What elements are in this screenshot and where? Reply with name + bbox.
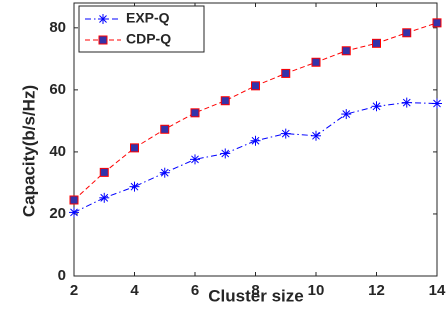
data-point <box>432 98 442 109</box>
data-point <box>341 109 352 120</box>
y-tick-label: 0 <box>58 267 66 284</box>
data-point <box>281 68 291 78</box>
data-point <box>129 181 140 192</box>
data-point <box>220 148 231 159</box>
axes: 2 4 6 8 10 12 14 0 20 40 60 80 <box>49 2 446 299</box>
legend: EXP-Q CDP-Q <box>78 5 205 53</box>
data-point <box>432 18 442 28</box>
data-point <box>99 167 109 177</box>
x-tick-label: 4 <box>130 282 139 299</box>
data-point <box>341 46 351 56</box>
data-point <box>311 57 321 67</box>
data-point <box>220 96 230 106</box>
data-point <box>250 135 261 146</box>
data-point <box>280 128 291 139</box>
data-point <box>402 28 412 38</box>
x-tick-label: 8 <box>251 282 259 299</box>
y-tick-label: 60 <box>49 81 66 98</box>
data-point <box>372 38 381 48</box>
legend-label: CDP-Q <box>126 31 171 47</box>
y-tick-label: 40 <box>49 143 66 160</box>
data-point <box>130 143 139 153</box>
x-tick-label: 14 <box>429 282 446 299</box>
data-point <box>371 101 382 112</box>
series-exp-q <box>69 97 442 218</box>
data-point <box>160 124 170 134</box>
data-point <box>69 195 79 205</box>
data-point <box>251 81 260 91</box>
x-tick-label: 2 <box>70 282 78 299</box>
y-tick-label: 20 <box>49 205 66 222</box>
x-tick-label: 10 <box>308 282 325 299</box>
series-cdp-q <box>69 18 442 205</box>
legend-label: EXP-Q <box>126 10 170 26</box>
data-point <box>69 207 79 218</box>
data-point <box>311 130 321 141</box>
legend-entry: CDP-Q <box>85 31 171 47</box>
series-layer <box>69 18 442 218</box>
data-point <box>190 108 200 118</box>
x-axis-label: Cluster size <box>208 286 303 305</box>
series-line <box>73 102 438 213</box>
data-point <box>190 154 200 165</box>
x-tick-label: 6 <box>191 282 199 299</box>
legend-entry: EXP-Q <box>85 10 170 26</box>
x-tick-label: 12 <box>368 282 385 299</box>
y-axis-label: Capacity(b/s/Hz) <box>19 85 38 217</box>
data-point <box>99 192 110 203</box>
y-tick-label: 80 <box>49 19 66 36</box>
data-point <box>159 167 170 178</box>
data-point <box>401 97 412 108</box>
